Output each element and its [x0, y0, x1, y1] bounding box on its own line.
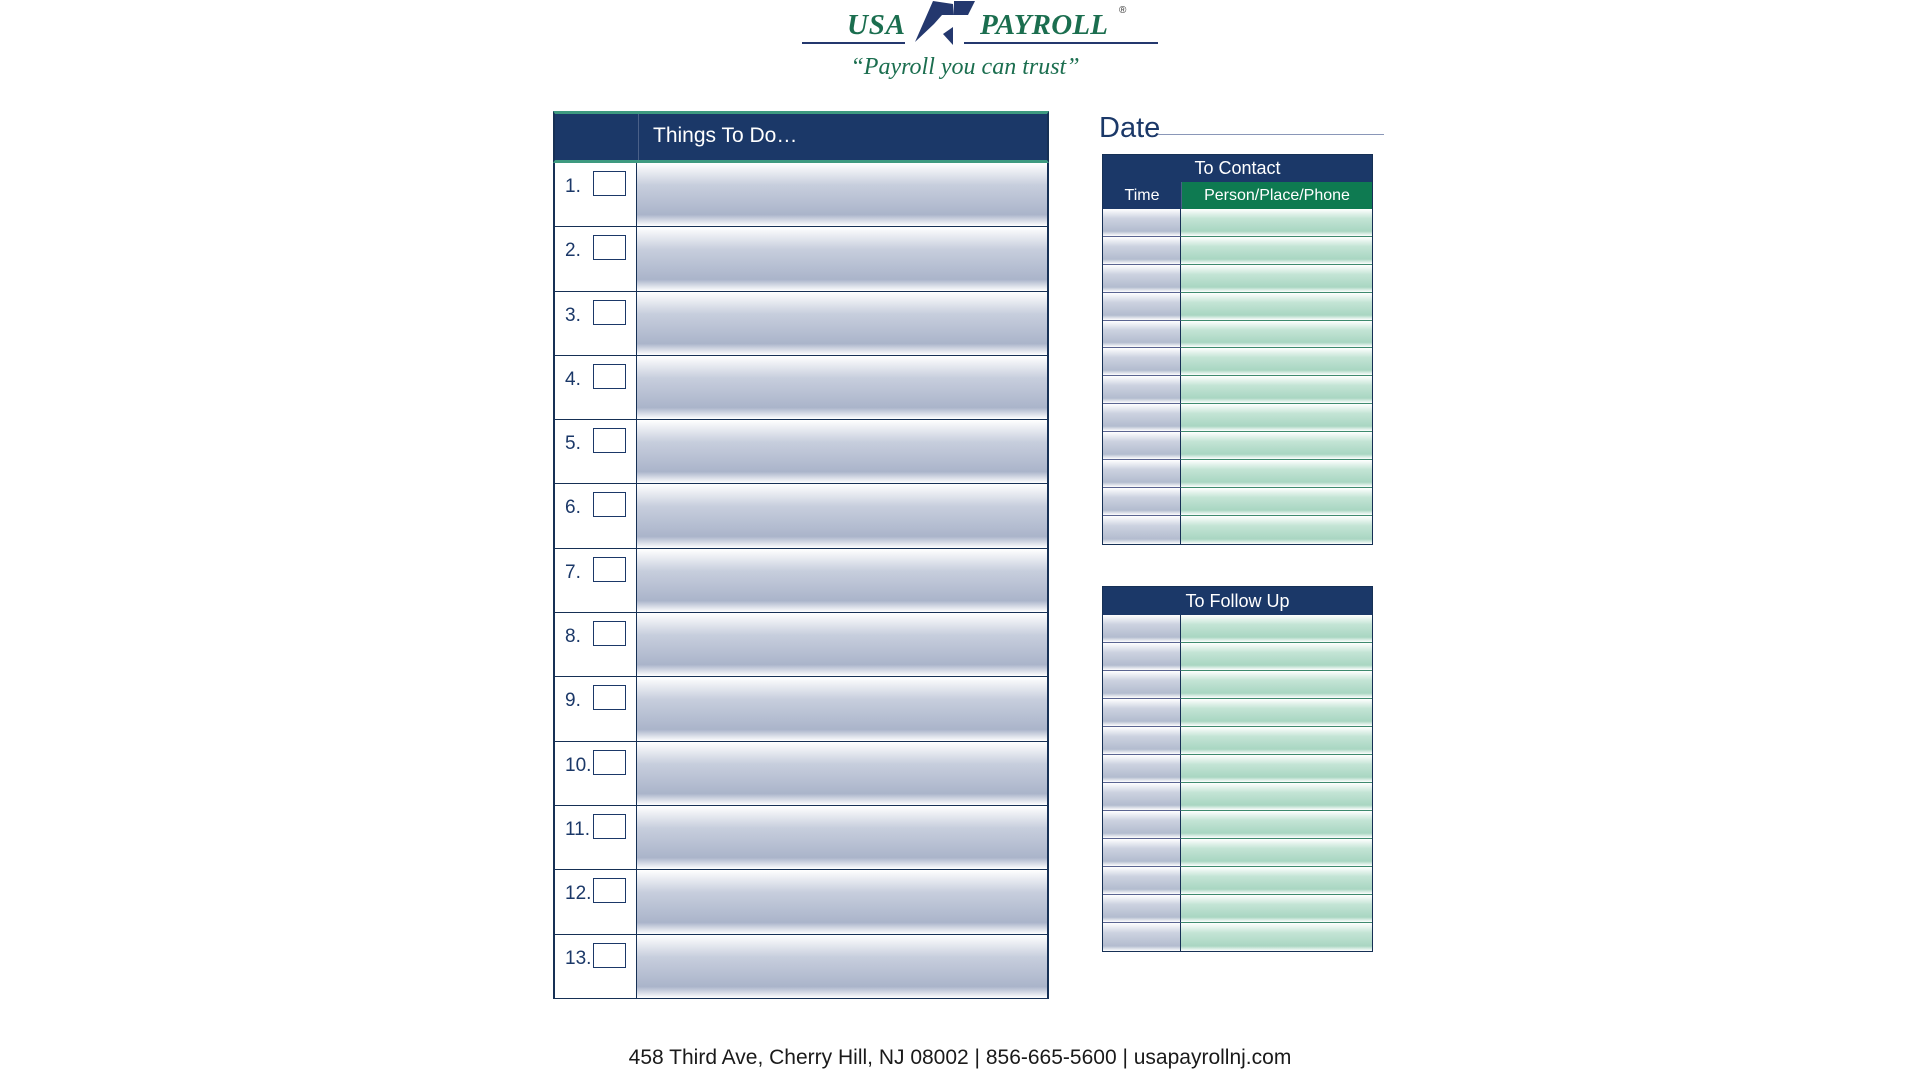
- svg-text:®: ®: [1119, 5, 1127, 16]
- svg-text:PAYROLL: PAYROLL: [979, 9, 1108, 41]
- svg-text:USA: USA: [847, 9, 905, 41]
- svg-text:“Payroll you can trust”: “Payroll you can trust”: [850, 54, 1079, 80]
